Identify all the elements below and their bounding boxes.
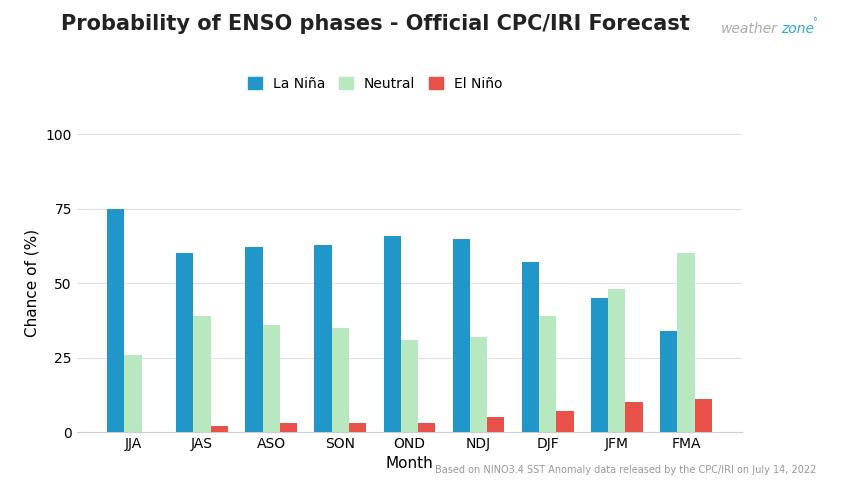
- Legend: La Niña, Neutral, El Niño: La Niña, Neutral, El Niño: [248, 76, 502, 91]
- Bar: [538, 316, 556, 432]
- Text: weather: weather: [720, 22, 777, 36]
- Bar: [210, 426, 227, 432]
- Bar: [124, 355, 141, 432]
- Y-axis label: Chance of (%): Chance of (%): [25, 229, 40, 337]
- Bar: [607, 289, 625, 432]
- Bar: [106, 209, 124, 432]
- Bar: [383, 236, 400, 432]
- Bar: [314, 244, 331, 432]
- Bar: [279, 423, 296, 432]
- X-axis label: Month: Month: [385, 456, 433, 471]
- Bar: [521, 263, 538, 432]
- Bar: [400, 340, 417, 432]
- Text: °: °: [811, 17, 816, 27]
- Bar: [590, 298, 607, 432]
- Bar: [556, 411, 573, 432]
- Text: Probability of ENSO phases - Official CPC/IRI Forecast: Probability of ENSO phases - Official CP…: [60, 14, 689, 35]
- Bar: [348, 423, 366, 432]
- Bar: [469, 337, 486, 432]
- Bar: [676, 253, 694, 432]
- Bar: [486, 417, 504, 432]
- Text: zone: zone: [780, 22, 814, 36]
- Bar: [417, 423, 435, 432]
- Bar: [625, 402, 642, 432]
- Bar: [262, 325, 279, 432]
- Bar: [176, 253, 193, 432]
- Bar: [659, 331, 676, 432]
- Bar: [452, 239, 469, 432]
- Bar: [193, 316, 210, 432]
- Bar: [694, 399, 711, 432]
- Bar: [245, 248, 262, 432]
- Text: Based on NINO3.4 SST Anomaly data released by the CPC/IRI on July 14, 2022: Based on NINO3.4 SST Anomaly data releas…: [435, 465, 815, 475]
- Bar: [331, 328, 348, 432]
